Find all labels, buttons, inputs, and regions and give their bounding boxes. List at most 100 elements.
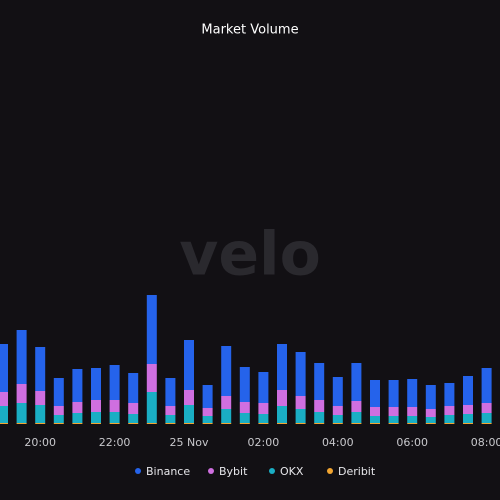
- bar-segment: [184, 405, 194, 423]
- bar-segment: [351, 401, 362, 412]
- bar-segment: [202, 385, 213, 408]
- bar-segment: [239, 423, 250, 424]
- bar-segment: [258, 423, 269, 424]
- bar-segment: [463, 376, 473, 405]
- bar-segment: [295, 409, 306, 423]
- bar-segment: [277, 423, 287, 424]
- x-tick-label: 08:00: [471, 436, 500, 449]
- bar-segment: [146, 423, 157, 424]
- bar-segment: [72, 369, 83, 402]
- bar-segment: [221, 409, 232, 423]
- bar-segment: [388, 423, 399, 424]
- bar-segment: [53, 406, 64, 415]
- legend-label: Bybit: [219, 465, 248, 478]
- bar-segment: [146, 392, 157, 423]
- bar-segment: [388, 407, 399, 416]
- bar-segment: [444, 423, 455, 424]
- bar-segment: [109, 400, 120, 412]
- bar-segment: [0, 392, 8, 406]
- bar-segment: [165, 415, 176, 423]
- bar-segment: [407, 379, 418, 407]
- bar-segment: [165, 423, 176, 424]
- bar-segment: [72, 423, 83, 424]
- legend-label: OKX: [280, 465, 304, 478]
- bar-segment: [146, 364, 157, 392]
- bar-segment: [72, 402, 83, 413]
- bar-segment: [202, 408, 213, 416]
- bar-segment: [35, 391, 46, 405]
- bar-segment: [184, 390, 194, 405]
- bar-segment: [351, 363, 362, 401]
- bar-segment: [184, 340, 194, 390]
- bar-segment: [407, 407, 418, 416]
- bar-segment: [0, 406, 8, 423]
- bar-segment: [221, 346, 232, 396]
- legend-marker: [135, 468, 141, 474]
- bar-segment: [295, 352, 306, 396]
- bar-segment: [277, 344, 287, 390]
- bar-segment: [314, 423, 325, 424]
- bar-segment: [165, 406, 176, 415]
- bar-segment: [351, 412, 362, 423]
- bar-segment: [16, 330, 27, 384]
- bar-segment: [72, 413, 83, 423]
- bar-segment: [481, 423, 492, 424]
- x-tick-label: 06:00: [396, 436, 428, 449]
- bar-segment: [239, 367, 250, 402]
- bar-segment: [370, 380, 380, 407]
- bar-segment: [314, 400, 325, 412]
- bar-segment: [463, 423, 473, 424]
- bar-segment: [91, 412, 101, 423]
- bar-segment: [332, 377, 343, 406]
- legend-marker: [327, 468, 333, 474]
- bar-segment: [239, 413, 250, 423]
- bar-segment: [16, 384, 27, 403]
- bar-segment: [53, 423, 64, 424]
- bar-segment: [332, 423, 343, 424]
- bar-segment: [481, 368, 492, 403]
- bar-segment: [388, 416, 399, 423]
- legend-label: Binance: [146, 465, 190, 478]
- bar-segment: [444, 383, 455, 406]
- bar-segment: [91, 423, 101, 424]
- watermark: velo: [179, 220, 321, 290]
- bar-segment: [314, 363, 325, 400]
- bar-segment: [481, 403, 492, 413]
- bar-segment: [109, 412, 120, 423]
- bar-segment: [16, 403, 27, 423]
- bar-segment: [258, 403, 269, 414]
- chart-title: Market Volume: [201, 23, 298, 38]
- bar-segment: [109, 423, 120, 424]
- legend-label: Deribit: [338, 465, 376, 478]
- bar-segment: [463, 414, 473, 423]
- bar-segment: [0, 423, 8, 424]
- bar-segment: [258, 372, 269, 403]
- bar-segment: [91, 368, 101, 400]
- bar-segment: [53, 378, 64, 406]
- bar-segment: [425, 423, 436, 424]
- bar-segment: [332, 415, 343, 423]
- bar-segment: [35, 405, 46, 423]
- bar-segment: [277, 406, 287, 423]
- bar-segment: [35, 423, 46, 424]
- bar-segment: [0, 344, 8, 392]
- bar-segment: [277, 390, 287, 406]
- bar-segment: [35, 347, 46, 391]
- bar-segment: [314, 412, 325, 423]
- bar-segment: [184, 423, 194, 424]
- bar-segment: [53, 415, 64, 423]
- bar-segment: [481, 413, 492, 423]
- legend-marker: [208, 468, 214, 474]
- x-tick-label: 22:00: [99, 436, 131, 449]
- bar-segment: [128, 403, 139, 414]
- x-tick-label: 20:00: [24, 436, 56, 449]
- bar-segment: [128, 423, 139, 424]
- bar-segment: [370, 423, 380, 424]
- bar-segment: [425, 409, 436, 417]
- bar-segment: [407, 416, 418, 423]
- x-tick-label: 02:00: [248, 436, 280, 449]
- bar-segment: [332, 406, 343, 415]
- bar-segment: [351, 423, 362, 424]
- bar-segment: [295, 423, 306, 424]
